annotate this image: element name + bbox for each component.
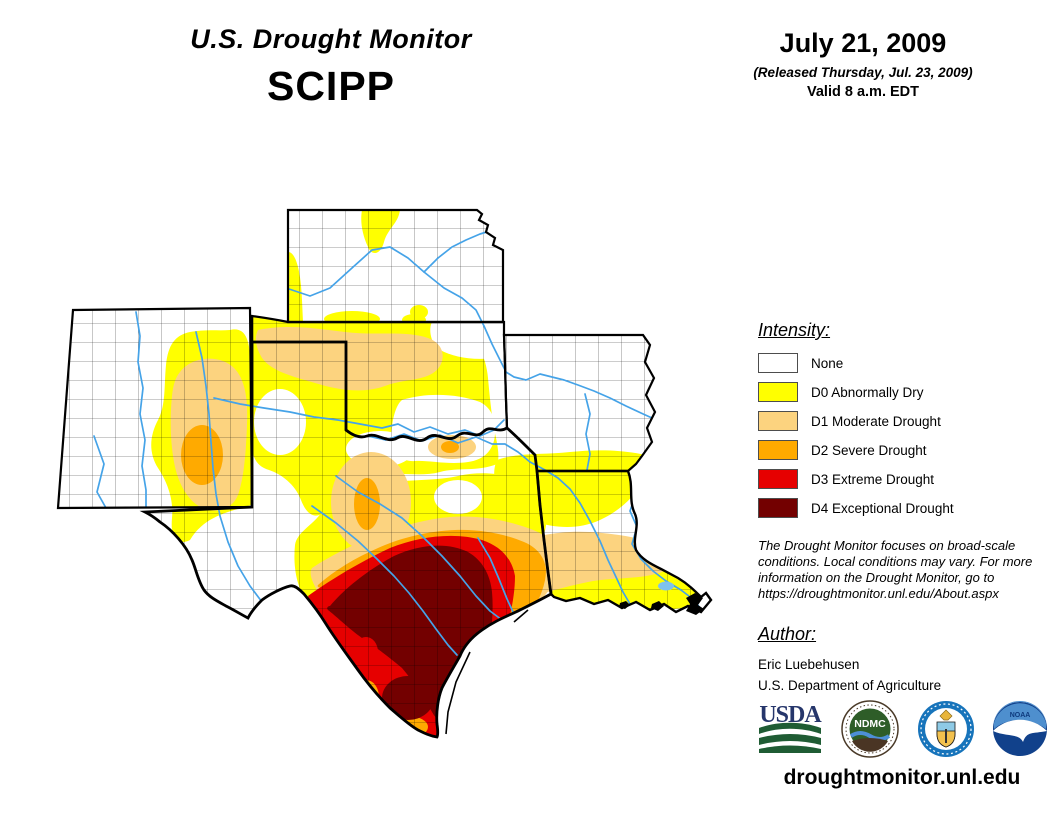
agency-logos: USDA NDMC NOAA — [756, 700, 1048, 758]
swatch-d0 — [758, 382, 798, 402]
county-grid — [58, 210, 711, 737]
header-date-block: July 21, 2009 (Released Thursday, Jul. 2… — [728, 28, 998, 100]
author-name: Eric Luebehusen — [758, 657, 860, 672]
page-title: U.S. Drought Monitor — [190, 24, 472, 54]
legend-item-d2: D2 Severe Drought — [758, 440, 1054, 460]
delta-marsh — [619, 593, 704, 615]
intensity-legend: Intensity: None D0 Abnormally Dry D1 Mod… — [758, 320, 1054, 527]
legend-heading: Intensity: — [758, 320, 831, 340]
state-borders — [56, 208, 713, 739]
released-date: (Released Thursday, Jul. 23, 2009) — [753, 65, 973, 80]
legend-item-d3: D3 Extreme Drought — [758, 469, 1054, 489]
drought-severity-layers — [58, 210, 711, 737]
legend-item-d0: D0 Abnormally Dry — [758, 382, 1054, 402]
swatch-none — [758, 353, 798, 373]
legend-item-d4: D4 Exceptional Drought — [758, 498, 1054, 518]
usda-logo: USDA — [759, 702, 823, 753]
valid-time: Valid 8 a.m. EDT — [806, 84, 919, 100]
svg-text:NOAA: NOAA — [1010, 712, 1031, 719]
ndmc-logo: NDMC — [841, 700, 900, 758]
svg-text:NDMC: NDMC — [855, 718, 887, 730]
header-title-block: U.S. Drought Monitor SCIPP — [150, 24, 512, 110]
region-title: SCIPP — [266, 63, 396, 109]
swatch-d1 — [758, 411, 798, 431]
map-date: July 21, 2009 — [779, 28, 947, 58]
author-block: Author: Eric Luebehusen U.S. Department … — [758, 624, 1056, 693]
noaa-logo: NOAA — [992, 701, 1047, 756]
legend-item-d1: D1 Moderate Drought — [758, 411, 1054, 431]
disclaimer-text: The Drought Monitor focuses on broad-sca… — [758, 538, 1033, 601]
site-url: droughtmonitor.unl.edu — [783, 766, 1021, 789]
legend-item-none: None — [758, 353, 1054, 373]
barrier-islands — [445, 609, 529, 735]
doc-logo — [917, 701, 974, 757]
state-texas — [139, 340, 553, 739]
swatch-d2 — [758, 440, 798, 460]
author-heading: Author: — [758, 624, 817, 644]
swatch-d3 — [758, 469, 798, 489]
swatch-d4 — [758, 498, 798, 518]
author-org: U.S. Department of Agriculture — [758, 678, 942, 693]
